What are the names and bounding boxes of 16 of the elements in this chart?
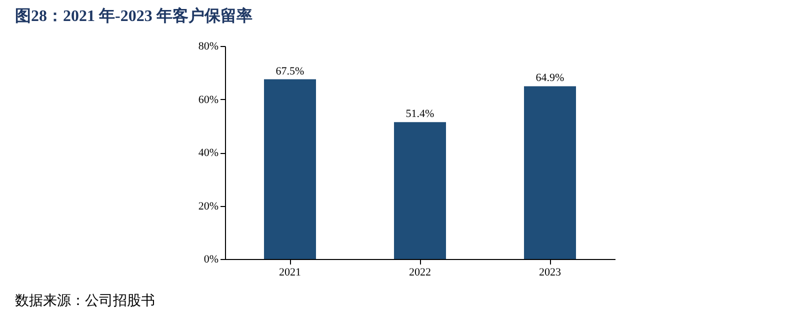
source-note: 数据来源：公司招股书 xyxy=(15,293,155,309)
bar xyxy=(394,122,446,259)
y-tick-label: 20% xyxy=(198,200,218,212)
data-label: 64.9% xyxy=(536,72,564,84)
x-tick-label: 2021 xyxy=(279,266,301,278)
data-label: 67.5% xyxy=(276,65,304,78)
x-tick-label: 2022 xyxy=(409,266,431,278)
y-tick-label: 60% xyxy=(198,94,218,106)
data-label: 51.4% xyxy=(406,108,434,120)
x-tick-label: 2023 xyxy=(539,266,562,278)
bar xyxy=(264,79,316,259)
y-tick-label: 40% xyxy=(198,147,218,159)
bar xyxy=(524,86,576,259)
y-tick-label: 80% xyxy=(198,40,218,52)
chart-title: 图28：2021 年-2023 年客户保留率 xyxy=(15,6,252,25)
y-tick-label: 0% xyxy=(204,254,218,266)
